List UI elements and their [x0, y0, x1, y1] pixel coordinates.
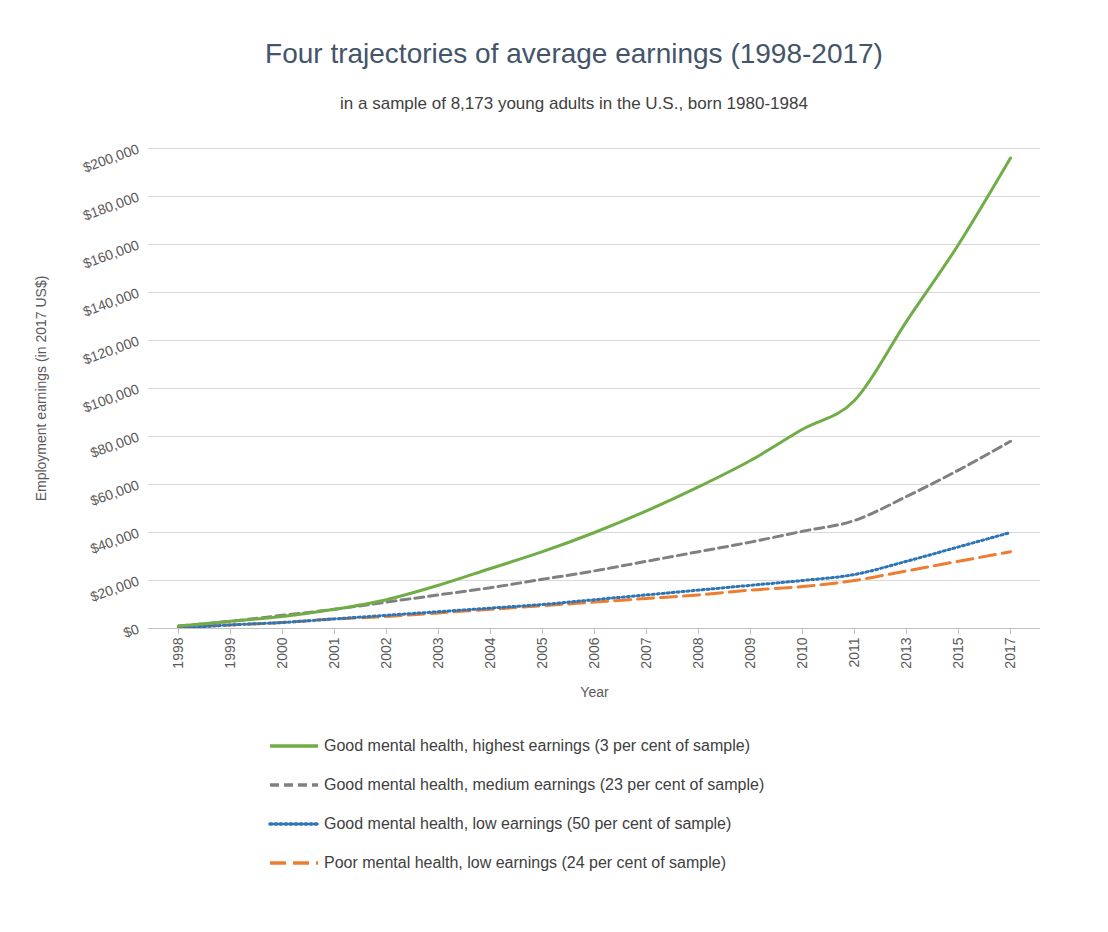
svg-text:2011: 2011	[846, 637, 862, 667]
html-text:Four trajectories of average e: Four trajectories of average earnings (1…	[265, 38, 883, 69]
svg-text:2009: 2009	[742, 637, 758, 668]
svg-text:2003: 2003	[430, 637, 446, 668]
svg-text:$160,000: $160,000	[81, 236, 142, 271]
svg-text:1999: 1999	[222, 637, 238, 668]
svg-text:$140,000: $140,000	[81, 284, 142, 319]
svg-text:$120,000: $120,000	[81, 332, 142, 367]
svg-text:2007: 2007	[638, 637, 654, 668]
svg-text:$180,000: $180,000	[81, 188, 142, 223]
svg-text:2013: 2013	[898, 637, 914, 668]
svg-text:Year: Year	[580, 684, 609, 700]
svg-text:Employment earnings (in 2017 U: Employment earnings (in 2017 US$)	[33, 276, 49, 502]
svg-text:2006: 2006	[586, 637, 602, 668]
svg-text:2004: 2004	[482, 637, 498, 668]
svg-text:$20,000: $20,000	[88, 572, 141, 604]
html-text:Good mental health, highest ea: Good mental health, highest earnings (3 …	[324, 736, 750, 754]
svg-text:1998: 1998	[170, 637, 186, 668]
svg-text:$100,000: $100,000	[81, 380, 142, 415]
svg-text:2002: 2002	[378, 637, 394, 668]
svg-text:$60,000: $60,000	[88, 476, 141, 508]
svg-text:$200,000: $200,000	[81, 140, 142, 175]
svg-text:2001: 2001	[326, 637, 342, 668]
html-text:in a sample of 8,173 young adu: in a sample of 8,173 young adults in the…	[340, 94, 808, 113]
svg-text:2017: 2017	[1002, 637, 1018, 668]
svg-text:2008: 2008	[690, 637, 706, 668]
html-text:Good mental health, medium ear: Good mental health, medium earnings (23 …	[324, 775, 765, 793]
svg-text:2015: 2015	[950, 637, 966, 668]
svg-text:$40,000: $40,000	[88, 524, 141, 556]
svg-text:2000: 2000	[274, 637, 290, 668]
html-text:Good mental health, low earnin: Good mental health, low earnings (50 per…	[324, 814, 732, 832]
svg-text:$0: $0	[121, 620, 141, 640]
svg-text:2010: 2010	[794, 637, 810, 668]
html-text:Poor mental health, low earnin: Poor mental health, low earnings (24 per…	[324, 853, 726, 871]
svg-text:$80,000: $80,000	[88, 428, 141, 460]
svg-text:2005: 2005	[534, 637, 550, 668]
